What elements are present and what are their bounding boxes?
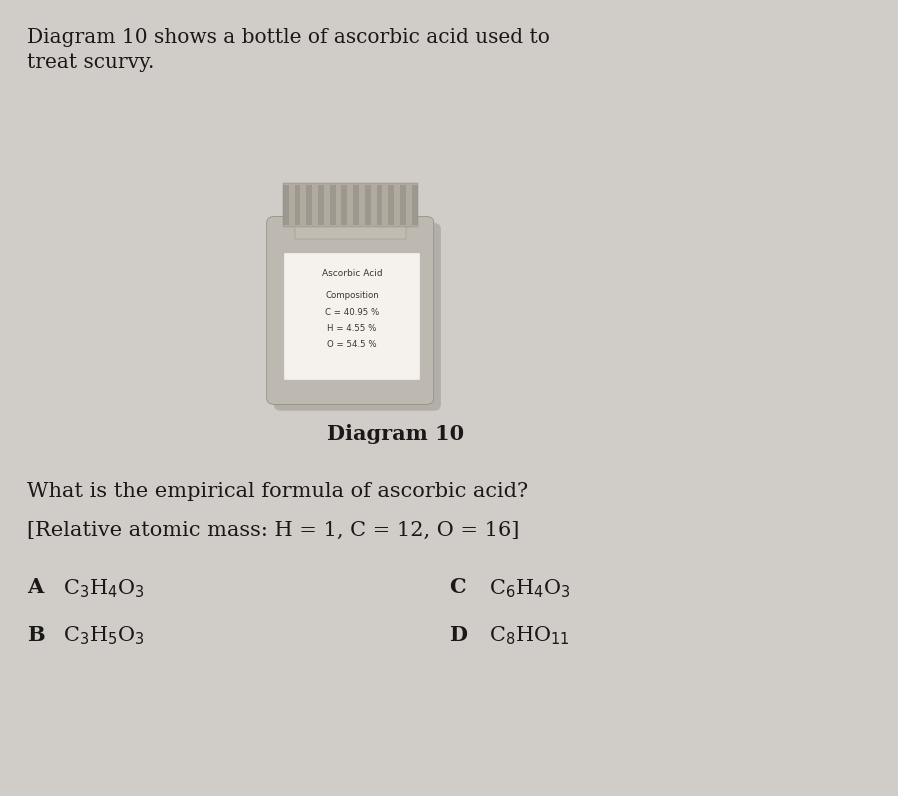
Bar bbox=[400, 185, 406, 225]
Text: D: D bbox=[449, 625, 467, 645]
FancyBboxPatch shape bbox=[267, 217, 434, 404]
Bar bbox=[318, 185, 324, 225]
Text: B: B bbox=[27, 625, 45, 645]
Text: C$_3$H$_5$O$_3$: C$_3$H$_5$O$_3$ bbox=[63, 625, 145, 647]
Text: O = 54.5 %: O = 54.5 % bbox=[327, 340, 377, 349]
Bar bbox=[353, 185, 359, 225]
Bar bbox=[388, 185, 394, 225]
Text: C$_3$H$_4$O$_3$: C$_3$H$_4$O$_3$ bbox=[63, 577, 145, 599]
Bar bbox=[330, 185, 336, 225]
Bar bbox=[295, 185, 301, 225]
Text: Ascorbic Acid: Ascorbic Acid bbox=[321, 269, 383, 278]
Text: C = 40.95 %: C = 40.95 % bbox=[325, 308, 379, 317]
Text: What is the empirical formula of ascorbic acid?: What is the empirical formula of ascorbi… bbox=[27, 482, 528, 501]
Bar bbox=[283, 183, 418, 227]
Text: Composition: Composition bbox=[325, 291, 379, 299]
Bar bbox=[341, 185, 348, 225]
FancyBboxPatch shape bbox=[274, 223, 441, 411]
FancyBboxPatch shape bbox=[284, 253, 420, 380]
Text: [Relative atomic mass: H = 1, C = 12, O = 16]: [Relative atomic mass: H = 1, C = 12, O … bbox=[27, 521, 519, 540]
Bar bbox=[283, 185, 289, 225]
Bar bbox=[376, 185, 383, 225]
Bar bbox=[365, 185, 371, 225]
Bar bbox=[295, 221, 406, 239]
Text: C$_8$HO$_{11}$: C$_8$HO$_{11}$ bbox=[489, 625, 570, 647]
Bar bbox=[411, 185, 418, 225]
Bar bbox=[306, 185, 313, 225]
Text: Diagram 10 shows a bottle of ascorbic acid used to
treat scurvy.: Diagram 10 shows a bottle of ascorbic ac… bbox=[27, 28, 550, 72]
Text: C$_6$H$_4$O$_3$: C$_6$H$_4$O$_3$ bbox=[489, 577, 571, 599]
Text: H = 4.55 %: H = 4.55 % bbox=[328, 324, 376, 333]
Text: Diagram 10: Diagram 10 bbox=[327, 423, 463, 444]
Text: A: A bbox=[27, 577, 43, 597]
Text: C: C bbox=[449, 577, 466, 597]
